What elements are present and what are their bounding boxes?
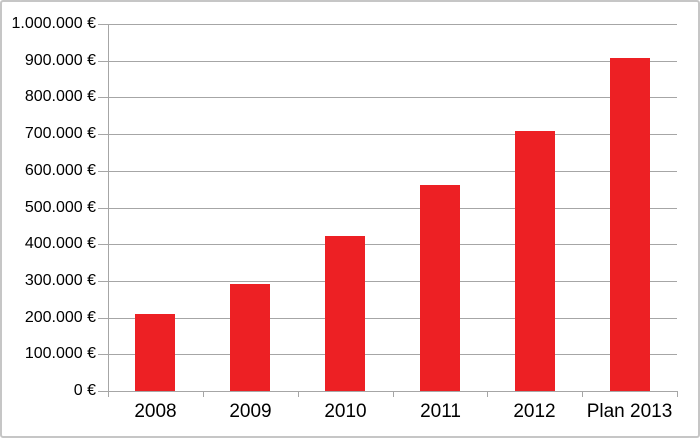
x-tick [108, 391, 109, 397]
gridline [108, 318, 677, 319]
y-tick [98, 134, 108, 135]
bar-2012 [515, 131, 555, 391]
bar-2011 [420, 185, 460, 391]
y-tick-label: 500.000 € [24, 199, 96, 216]
bar-2008 [135, 314, 175, 391]
x-axis-label: 2010 [324, 401, 367, 422]
x-tick [677, 391, 678, 397]
y-tick-label: 600.000 € [24, 162, 96, 179]
x-tick [203, 391, 204, 397]
gridline [108, 97, 677, 98]
x-axis-line [98, 391, 677, 392]
y-tick-label: 400.000 € [24, 235, 96, 252]
y-tick [98, 281, 108, 282]
y-tick [98, 354, 108, 355]
y-tick-label: 900.000 € [24, 52, 96, 69]
gridline [108, 244, 677, 245]
gridline [108, 208, 677, 209]
x-axis-label: 2008 [134, 401, 177, 422]
bar-2010 [325, 236, 365, 391]
y-tick [98, 244, 108, 245]
y-tick [98, 391, 108, 392]
x-axis-label: 2009 [229, 401, 272, 422]
y-tick [98, 61, 108, 62]
y-tick [98, 171, 108, 172]
x-axis-label: 2011 [420, 401, 461, 422]
gridline [108, 24, 677, 25]
y-tick [98, 24, 108, 25]
y-tick [98, 97, 108, 98]
y-tick [98, 318, 108, 319]
x-axis-label: 2012 [513, 401, 556, 422]
y-tick-label: 1.000.000 € [11, 15, 96, 32]
gridline [108, 61, 677, 62]
x-axis-label: Plan 2013 [586, 401, 673, 422]
gridline [108, 281, 677, 282]
x-tick [487, 391, 488, 397]
y-tick-label: 100.000 € [24, 345, 96, 362]
y-tick-label: 0 € [73, 382, 96, 399]
y-tick-label: 700.000 € [24, 125, 96, 142]
y-tick-label: 200.000 € [24, 309, 96, 326]
bar-plan-2013 [610, 58, 650, 391]
y-axis-line [108, 24, 109, 397]
gridline [108, 134, 677, 135]
x-tick [393, 391, 394, 397]
bar-2009 [230, 284, 270, 391]
y-tick [98, 208, 108, 209]
y-tick-label: 300.000 € [24, 272, 96, 289]
gridline [108, 171, 677, 172]
gridline [108, 354, 677, 355]
x-tick [298, 391, 299, 397]
y-tick-label: 800.000 € [24, 88, 96, 105]
x-tick [582, 391, 583, 397]
